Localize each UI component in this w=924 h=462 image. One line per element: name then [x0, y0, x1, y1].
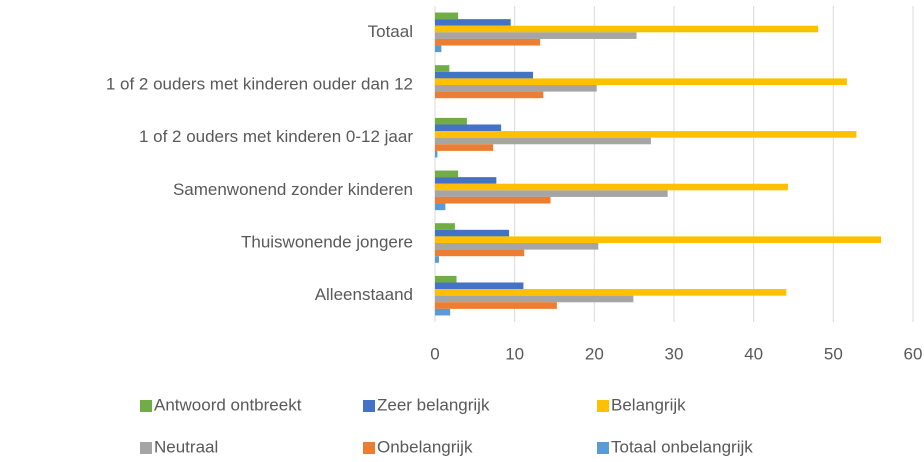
legend-swatch — [140, 442, 152, 454]
bar — [435, 308, 451, 316]
bar — [435, 249, 525, 257]
y-tick-label: Samenwonend zonder kinderen — [173, 180, 413, 199]
y-tick-label: 1 of 2 ouders met kinderen 0-12 jaar — [139, 127, 413, 146]
bar — [435, 302, 557, 309]
bar — [435, 150, 438, 158]
legend-label: Antwoord ontbreekt — [154, 395, 302, 414]
bar — [435, 196, 551, 204]
bar — [435, 256, 439, 263]
bar — [435, 282, 524, 290]
x-tick-label: 50 — [824, 344, 843, 363]
bar — [435, 91, 544, 99]
legend-swatch — [597, 400, 609, 412]
bar — [435, 45, 442, 53]
x-tick-label: 30 — [665, 344, 684, 363]
bar — [435, 236, 882, 243]
x-tick-label: 60 — [904, 344, 923, 363]
bar — [435, 295, 634, 303]
y-tick-label: Thuiswonende jongere — [241, 232, 413, 251]
bar — [435, 124, 502, 132]
y-tick-label: Alleenstaand — [315, 285, 413, 304]
legend-label: Onbelangrijk — [377, 437, 473, 456]
bar — [435, 25, 819, 33]
legend-swatch — [597, 442, 609, 454]
bar — [435, 117, 467, 125]
bar — [435, 78, 847, 85]
bar — [435, 203, 446, 211]
legend-label: Zeer belangrijk — [377, 395, 490, 414]
bar — [435, 183, 788, 191]
legend-label: Belangrijk — [611, 395, 686, 414]
x-tick-label: 20 — [585, 344, 604, 363]
legend-swatch — [363, 442, 375, 454]
bar — [435, 243, 599, 250]
bar — [435, 229, 510, 237]
legend-swatch — [140, 400, 152, 412]
bar — [435, 71, 533, 79]
bar — [435, 289, 787, 296]
bar — [435, 144, 494, 151]
legend-label: Totaal onbelangrijk — [611, 437, 753, 456]
x-tick-label: 0 — [430, 344, 439, 363]
x-tick-label: 10 — [505, 344, 524, 363]
legend-label: Neutraal — [154, 437, 218, 456]
bar — [435, 32, 637, 39]
bar — [435, 137, 651, 145]
y-tick-label: Totaal — [368, 22, 413, 41]
bar — [435, 19, 511, 26]
y-tick-label: 1 of 2 ouders met kinderen ouder dan 12 — [106, 74, 413, 93]
bar — [435, 131, 857, 138]
bar — [435, 275, 457, 283]
bar — [435, 170, 459, 178]
bar — [435, 12, 459, 20]
bar — [435, 177, 497, 184]
bar — [435, 190, 668, 197]
legend-swatch — [363, 400, 375, 412]
bar — [435, 38, 541, 46]
bar — [435, 223, 455, 230]
bar — [435, 85, 597, 92]
x-tick-label: 40 — [744, 344, 763, 363]
bar — [435, 65, 450, 72]
